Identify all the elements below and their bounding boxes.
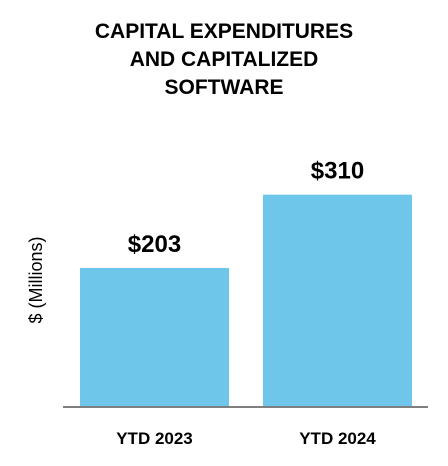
y-axis-label: $ (Millions): [26, 236, 46, 323]
x-tick-label-ytd-2023: YTD 2023: [116, 429, 193, 448]
chart-title: CAPITAL EXPENDITURES AND CAPITALIZED SOF…: [0, 18, 448, 102]
data-label-ytd-2024: $310: [311, 158, 364, 185]
chart-title-line-2: AND CAPITALIZED: [129, 48, 319, 71]
chart-title-line-1: CAPITAL EXPENDITURES: [94, 20, 354, 43]
data-label-ytd-2023: $203: [128, 231, 181, 258]
x-tick-label-ytd-2024: YTD 2024: [299, 429, 376, 448]
bar-ytd-2024: [263, 194, 412, 407]
bars-group: $203 YTD 2023 $310 YTD 2024: [80, 158, 412, 448]
bar-ytd-2023: [80, 267, 229, 407]
chart-title-line-3: SOFTWARE: [164, 76, 284, 99]
